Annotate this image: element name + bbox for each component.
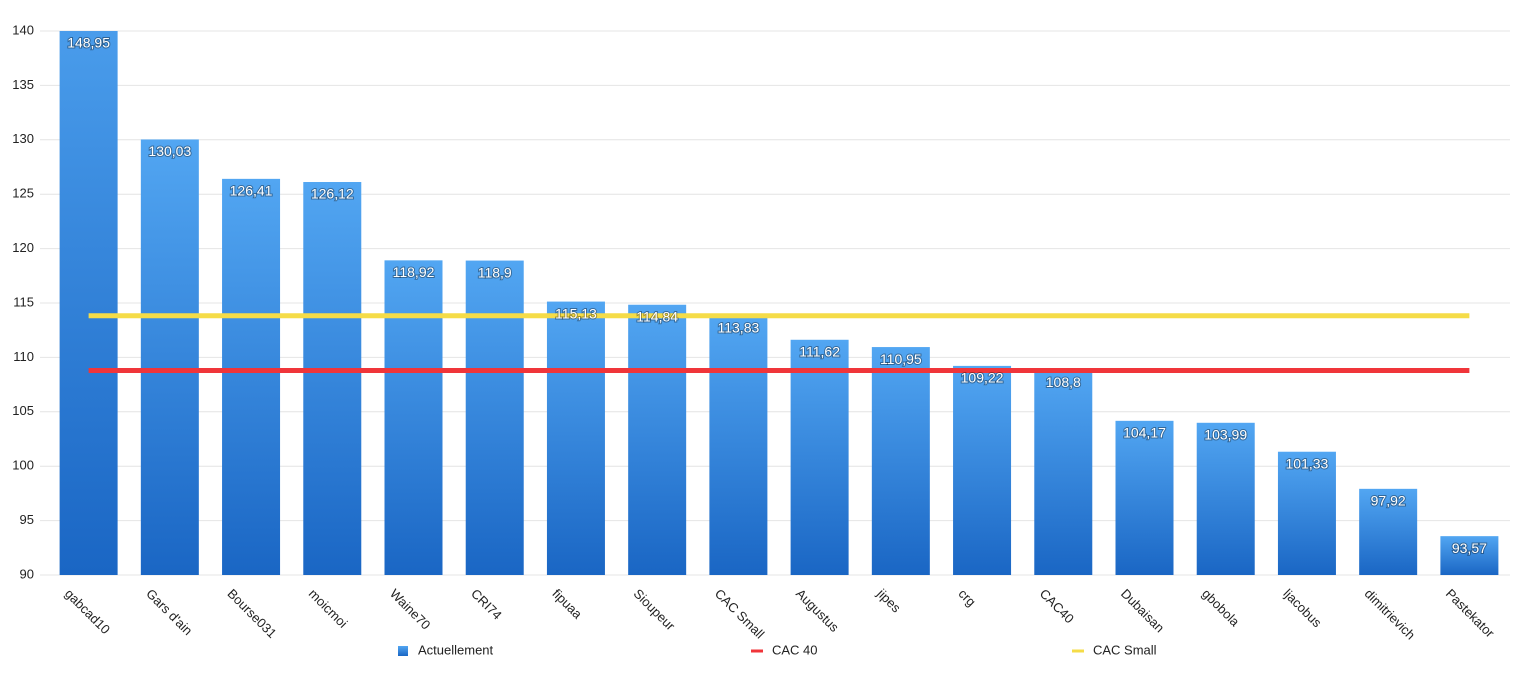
value-label: 108,8 xyxy=(1046,374,1081,390)
value-label: 110,95 xyxy=(880,351,922,367)
y-tick-label: 125 xyxy=(12,186,34,201)
x-tick-label: dimitrievich xyxy=(1362,586,1419,643)
x-tick-label: Augustus xyxy=(793,586,842,635)
legend-label: CAC 40 xyxy=(772,642,818,657)
x-tick-label: CAC Small xyxy=(712,586,768,642)
x-tick-label: CAC40 xyxy=(1037,586,1077,626)
bar xyxy=(1196,422,1255,575)
value-label: 126,12 xyxy=(311,186,354,202)
value-label: 97,92 xyxy=(1371,493,1406,509)
x-tick-label: Sioupeur xyxy=(631,586,679,634)
bar xyxy=(790,339,849,575)
y-tick-label: 130 xyxy=(12,131,34,146)
bar xyxy=(222,178,281,576)
value-label: 130,03 xyxy=(148,143,191,159)
value-label: 103,99 xyxy=(1204,426,1247,442)
bar xyxy=(953,365,1012,575)
legend-label: CAC Small xyxy=(1093,642,1157,657)
x-tick-label: Bourse031 xyxy=(225,586,280,641)
x-tick-label: CRI74 xyxy=(468,586,505,623)
x-tick-label: Gars d'ain xyxy=(143,586,195,638)
bar xyxy=(59,31,118,575)
bar xyxy=(384,260,443,575)
x-tick-label: Waine70 xyxy=(387,586,434,633)
bar xyxy=(303,182,362,575)
y-tick-label: 135 xyxy=(12,77,34,92)
value-label: 101,33 xyxy=(1286,455,1329,471)
bar xyxy=(1034,370,1093,575)
value-label: 115,13 xyxy=(555,305,597,321)
bar xyxy=(1440,536,1499,575)
bar xyxy=(1277,451,1336,575)
bar xyxy=(871,347,930,575)
x-tick-label: crg xyxy=(956,586,979,609)
x-tick-label: ljacobus xyxy=(1280,586,1325,631)
value-label: 93,57 xyxy=(1452,540,1487,556)
value-label: 113,83 xyxy=(717,319,759,335)
y-tick-label: 100 xyxy=(12,458,34,473)
bar xyxy=(628,304,687,575)
value-label: 118,92 xyxy=(393,264,435,280)
x-tick-label: jipes xyxy=(874,585,905,616)
x-tick-label: gbobola xyxy=(1199,586,1243,630)
bar xyxy=(465,260,524,575)
y-tick-label: 115 xyxy=(13,294,34,309)
y-tick-label: 90 xyxy=(20,566,34,581)
x-tick-label: Pastekator xyxy=(1443,586,1498,641)
value-label: 111,62 xyxy=(799,343,840,359)
bar xyxy=(1359,488,1418,575)
x-tick-label: moicmoi xyxy=(306,586,351,631)
plot-area xyxy=(59,31,1499,576)
value-label: 148,95 xyxy=(67,35,110,51)
y-tick-label: 110 xyxy=(13,349,34,364)
x-tick-label: gabcad10 xyxy=(62,586,113,637)
x-tick-label: fipuaa xyxy=(549,586,585,622)
value-label: 126,41 xyxy=(230,183,273,199)
y-tick-label: 120 xyxy=(12,240,34,255)
value-label: 109,22 xyxy=(961,370,1004,386)
y-tick-label: 140 xyxy=(12,22,34,37)
bar xyxy=(140,139,199,575)
value-label: 114,84 xyxy=(636,308,678,324)
value-label: 104,17 xyxy=(1123,425,1166,441)
bar xyxy=(1115,420,1174,575)
y-tick-label: 105 xyxy=(12,403,34,418)
bar xyxy=(546,301,605,575)
legend-label: Actuellement xyxy=(418,642,494,657)
x-tick-label: Dubaisan xyxy=(1118,586,1167,635)
bar xyxy=(709,315,768,575)
y-tick-label: 95 xyxy=(20,512,34,527)
value-label: 118,9 xyxy=(478,264,512,280)
legend-swatch xyxy=(398,646,408,656)
